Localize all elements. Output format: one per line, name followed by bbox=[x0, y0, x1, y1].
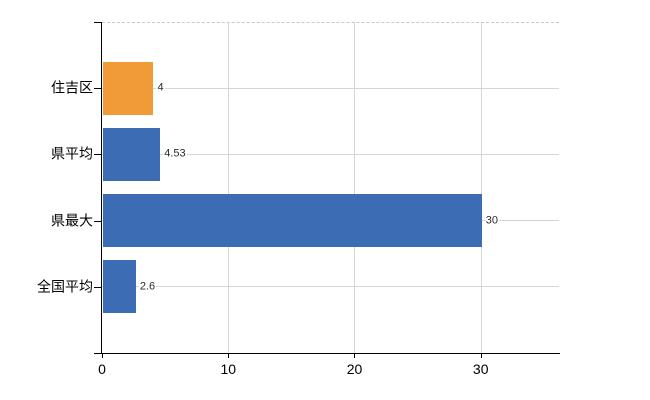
bar-3 bbox=[103, 260, 136, 314]
bar-value-label: 4 bbox=[156, 81, 165, 95]
category-label: 県最大 bbox=[51, 212, 93, 229]
x-axis-line bbox=[102, 353, 560, 354]
x-tick-mark bbox=[228, 354, 230, 358]
category-label: 県平均 bbox=[51, 145, 93, 162]
bar-1 bbox=[103, 127, 161, 181]
y-tick-mark bbox=[94, 154, 102, 156]
category-label: 住吉区 bbox=[51, 79, 93, 96]
v-gridline bbox=[480, 22, 482, 353]
x-tick-label: 0 bbox=[98, 361, 106, 377]
v-gridline bbox=[228, 22, 230, 353]
bar-value-label: 4.53 bbox=[163, 147, 187, 161]
plot-top-border bbox=[102, 22, 559, 23]
h-gridline bbox=[102, 153, 559, 155]
v-gridline bbox=[354, 22, 356, 353]
bar-2 bbox=[103, 194, 482, 248]
x-tick-mark bbox=[102, 354, 103, 358]
x-tick-label: 10 bbox=[220, 361, 237, 377]
x-tick-label: 20 bbox=[346, 361, 363, 377]
bar-value-label: 2.6 bbox=[138, 280, 157, 294]
y-tick-mark bbox=[94, 22, 102, 23]
x-tick-mark bbox=[354, 354, 356, 358]
bar-0 bbox=[103, 61, 154, 115]
y-tick-mark bbox=[94, 88, 102, 90]
x-tick-label: 30 bbox=[472, 361, 489, 377]
y-tick-mark bbox=[94, 220, 102, 222]
category-label: 全国平均 bbox=[37, 278, 93, 295]
y-axis-line bbox=[101, 22, 102, 354]
bar-value-label: 30 bbox=[484, 214, 499, 228]
h-gridline bbox=[102, 87, 559, 89]
y-tick-mark bbox=[94, 353, 102, 354]
h-gridline bbox=[102, 286, 559, 288]
y-tick-mark bbox=[94, 286, 102, 288]
x-tick-mark bbox=[480, 354, 482, 358]
